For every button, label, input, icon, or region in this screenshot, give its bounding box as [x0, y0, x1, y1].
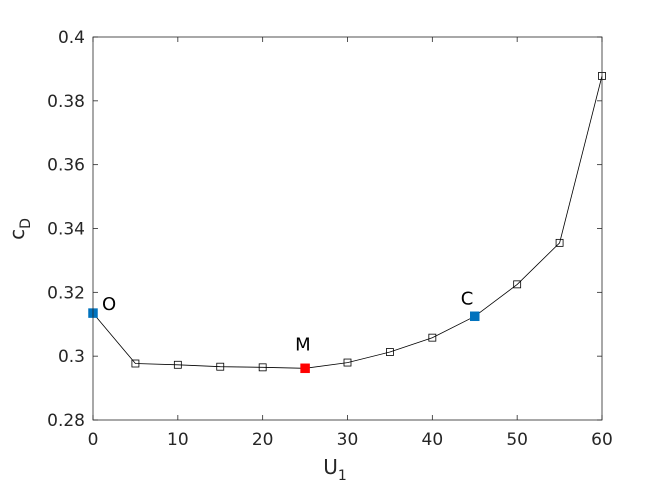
highlight-point — [470, 311, 480, 322]
point-label: C — [461, 288, 474, 309]
y-tick-label: 0.28 — [47, 411, 85, 431]
y-tick-labels: 0.28 0.3 0.32 0.34 0.36 0.38 0.4 — [47, 28, 85, 431]
data-point — [216, 362, 225, 371]
x-tick-label: 10 — [167, 430, 189, 450]
x-axis-label: U1 — [323, 455, 347, 484]
y-tick-label: 0.3 — [58, 347, 85, 367]
x-tick-label: 30 — [337, 430, 359, 450]
x-tick-label: 40 — [422, 430, 444, 450]
data-point — [555, 238, 564, 247]
series-line — [92, 75, 603, 369]
point-label: O — [102, 294, 116, 315]
plot-frame — [92, 36, 603, 421]
data-point — [428, 333, 437, 342]
x-tick-label: 0 — [88, 430, 99, 450]
data-point — [131, 359, 140, 368]
y-tick-label: 0.32 — [47, 283, 85, 303]
x-tick-label: 50 — [506, 430, 528, 450]
x-tick-label: 60 — [591, 430, 613, 450]
y-tick-label: 0.4 — [58, 28, 85, 48]
x-tick-labels: 0 10 20 30 40 50 60 — [88, 430, 613, 450]
data-point — [343, 358, 352, 367]
data-point — [173, 360, 182, 369]
y-tick-label: 0.38 — [47, 92, 85, 112]
y-axis-label: cD — [5, 218, 34, 240]
point-label: M — [295, 334, 311, 355]
data-point — [513, 280, 522, 289]
x-tick-label: 20 — [252, 430, 274, 450]
y-tick-label: 0.34 — [47, 220, 85, 240]
highlight-point — [300, 363, 310, 374]
plot-area — [93, 37, 602, 420]
data-point — [386, 348, 394, 356]
y-tick-label: 0.36 — [47, 156, 85, 176]
data-point — [258, 363, 267, 372]
